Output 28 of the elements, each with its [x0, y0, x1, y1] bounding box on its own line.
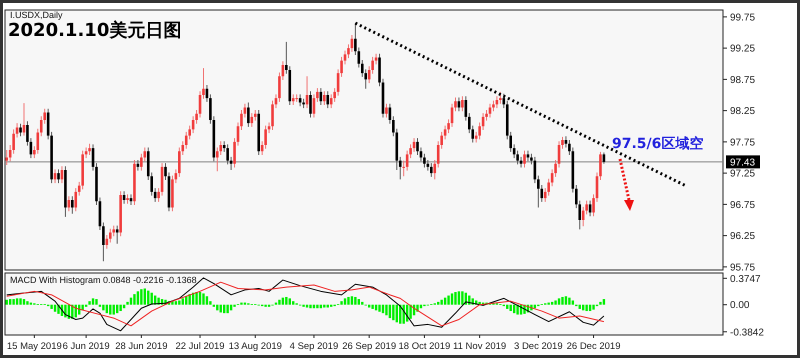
y-tick-label: 98.75 [730, 74, 756, 86]
x-tick-label: 26 Sep 2019 [342, 341, 396, 352]
text: 2020.1.10美元日图 [8, 20, 182, 41]
y-tick-label: 97.75 [730, 137, 756, 148]
x-tick-label: 4 Sep 2019 [290, 341, 338, 352]
y-tick-label: 95.75 [730, 262, 756, 274]
x-tick-label: 3 Dec 2019 [514, 341, 563, 352]
chart-title: MACD With Histogram 0.0848 -0.2216 -0.1368 [10, 275, 197, 285]
x-tick-label: 15 May 2019 [6, 341, 62, 352]
y-tick-label: 98.25 [730, 106, 756, 118]
x-tick-label: 13 Aug 2019 [228, 341, 282, 352]
y-tick-label: 99.25 [730, 44, 756, 55]
x-tick-label: 28 Jun 2019 [115, 341, 168, 352]
y-tick-label: 96.75 [730, 200, 756, 211]
ref-line-label: 97.43 [730, 157, 756, 168]
y-tick-label: -0.3842 [730, 327, 764, 338]
y-tick-label: 99.75 [730, 12, 756, 24]
y-tick-label: 97.25 [730, 168, 756, 180]
x-tick-label: 22 Jul 2019 [175, 341, 225, 352]
x-tick-label: 18 Oct 2019 [398, 341, 450, 352]
y-tick-label: 0.00 [730, 300, 750, 312]
y-tick-label: 96.25 [730, 231, 756, 242]
x-tick-label: 6 Jun 2019 [62, 341, 110, 352]
annotation: 97.5/6区域空 [612, 135, 704, 152]
y-tick-label: 0.3747 [730, 274, 762, 285]
x-tick-label: 11 Nov 2019 [453, 341, 506, 352]
x-tick-label: 26 Dec 2019 [566, 341, 620, 352]
chart-subtitle: I.USDX,Daily [10, 10, 64, 20]
